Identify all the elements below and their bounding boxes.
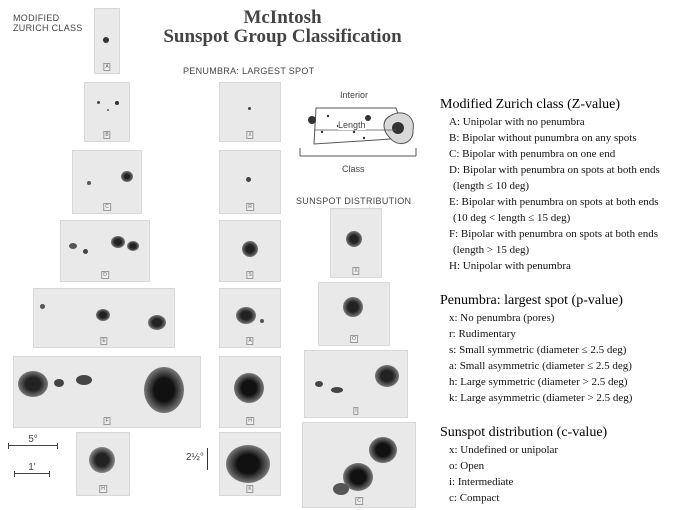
penumbra-legend-item: h: Large symmetric (diameter > 2.5 deg) xyxy=(449,376,628,388)
distribution-legend-item: i: Intermediate xyxy=(449,476,514,488)
penumbra-panel-x: X xyxy=(219,82,281,142)
scale-bar-2half-deg: 2½° xyxy=(186,452,204,463)
penumbra-column-label: PENUMBRA: LARGEST SPOT xyxy=(183,66,315,76)
penumbra-legend-item: a: Small asymmetric (diameter ≤ 2.5 deg) xyxy=(449,360,632,372)
zurich-legend-item: D: Bipolar with penumbra on spots at bot… xyxy=(449,164,660,176)
penumbra-panel-h: H xyxy=(219,356,281,428)
zurich-legend-item: (length > 15 deg) xyxy=(453,244,530,256)
zurich-legend-heading: Modified Zurich class (Z-value) xyxy=(440,97,620,112)
distribution-panel-c: C xyxy=(302,422,416,508)
zurich-legend-item: F: Bipolar with penumbra on spots at bot… xyxy=(449,228,658,240)
zurich-panel-f: F xyxy=(13,356,201,428)
penumbra-panel-s: S xyxy=(219,220,281,282)
inset-length-label: Length xyxy=(338,120,366,130)
scale-bar-1arcmin: 1' xyxy=(14,462,50,478)
figure-title-line1: McIntosh xyxy=(243,7,322,28)
penumbra-legend-item: s: Small symmetric (diameter ≤ 2.5 deg) xyxy=(449,344,627,356)
zurich-panel-b: B xyxy=(84,82,130,142)
penumbra-panel-k: K xyxy=(219,432,281,496)
zurich-panel-e: E xyxy=(33,288,175,348)
zurich-legend-item: (length ≤ 10 deg) xyxy=(453,180,529,192)
zurich-panel-h: H xyxy=(76,432,130,496)
zurich-panel-a: A xyxy=(94,8,120,74)
penumbra-legend-item: k: Large asymmetric (diameter > 2.5 deg) xyxy=(449,392,633,404)
distribution-legend-item: c: Compact xyxy=(449,492,500,504)
penumbra-legend-heading: Penumbra: largest spot (p-value) xyxy=(440,293,623,308)
zurich-legend-item: B: Bipolar without punumbra on any spots xyxy=(449,132,637,144)
penumbra-panel-r: R xyxy=(219,150,281,214)
zurich-legend-item: (10 deg < length ≤ 15 deg) xyxy=(453,212,571,224)
figure-title-line2: Sunspot Group Classification xyxy=(163,26,402,47)
inset-interior-label: Interior xyxy=(340,90,369,100)
zurich-panel-c: C xyxy=(72,150,142,214)
inset-diagram-graphic xyxy=(299,107,417,157)
zurich-legend-item: A: Unipolar with no penumbra xyxy=(449,116,585,128)
distribution-legend-item: o: Open xyxy=(449,460,485,472)
distribution-panel-x: X xyxy=(330,208,382,278)
zurich-legend-item: H: Unipolar with penumbra xyxy=(449,260,571,272)
distribution-legend-item: x: Undefined or unipolar xyxy=(449,444,559,456)
distribution-panel-i: I xyxy=(304,350,408,418)
zurich-legend-item: C: Bipolar with penumbra on one end xyxy=(449,148,616,160)
zurich-panel-d: D xyxy=(60,220,150,282)
scale-bar-2half-deg-line xyxy=(207,448,208,470)
scale-bar-5deg: 5° xyxy=(8,434,58,450)
penumbra-legend-item: r: Rudimentary xyxy=(449,328,516,340)
zurich-class-label: MODIFIED ZURICH CLASS xyxy=(13,13,83,33)
distribution-legend-heading: Sunspot distribution (c-value) xyxy=(440,425,608,440)
distribution-panel-o: O xyxy=(318,282,390,346)
zurich-legend-item: E: Bipolar with penumbra on spots at bot… xyxy=(449,196,659,208)
distribution-column-label: SUNSPOT DISTRIBUTION xyxy=(296,196,412,206)
inset-class-label: Class xyxy=(342,164,365,174)
inset-diagram: Interior Length Class xyxy=(298,86,418,178)
penumbra-legend-item: x: No penumbra (pores) xyxy=(449,312,555,324)
penumbra-panel-a: A xyxy=(219,288,281,348)
